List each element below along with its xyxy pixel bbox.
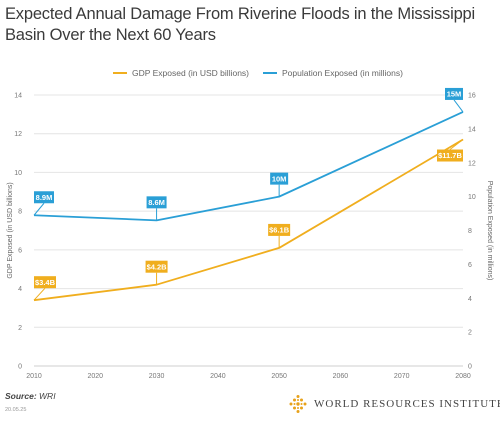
data-label-box [437,149,463,162]
y-right-tick-label: 10 [468,194,476,201]
y-right-tick-label: 12 [468,160,476,167]
y-right-tick-label: 0 [468,364,472,371]
label-connector [453,99,464,113]
data-label: 8.9M [36,193,53,202]
y-left-tick-label: 4 [18,286,22,293]
y-right-tick-label: 16 [468,93,476,100]
legend-swatch-population [263,71,277,74]
legend-label-gdp: GDP Exposed (in USD billions) [132,68,249,78]
y-left-tick-label: 0 [18,364,22,371]
brand-lockup: WORLD RESOURCES INSTITUTE [288,394,500,414]
data-label-box [145,260,168,273]
y-left-tick-label: 2 [18,325,22,332]
x-tick-label: 2010 [26,373,42,380]
x-tick-label: 2020 [87,373,103,380]
x-tick-label: 2040 [210,373,226,380]
chart-title: Expected Annual Damage From Riverine Flo… [5,5,475,44]
legend: GDP Exposed (in USD billions) Population… [0,68,500,82]
series-line-population [33,111,464,222]
x-tick-label: 2080 [455,373,471,380]
y-right-tick-label: 2 [468,330,472,337]
series-line-gdp [33,138,464,302]
y-left-tick-label: 10 [14,170,22,177]
data-label: $3.4B [35,278,56,287]
y-left-axis-title: GDP Exposed (in USD billions) [7,182,14,278]
data-label-box [146,196,167,209]
y-left-tick-label: 6 [18,247,22,254]
legend-item-population: Population Exposed (in millions) [263,68,403,78]
data-label: 15M [447,90,462,99]
legend-swatch-gdp [113,71,127,74]
y-right-tick-label: 14 [468,126,476,133]
y-right-axis-title: Population Exposed (in millions) [486,181,493,281]
y-left-tick-label: 14 [14,93,22,100]
brand-name: WORLD RESOURCES INSTITUTE [314,398,500,410]
y-right-tick-label: 8 [468,228,472,235]
y-right-tick-label: 4 [468,296,472,303]
data-label-box [445,87,463,100]
y-left-tick-label: 8 [18,209,22,216]
legend-item-gdp: GDP Exposed (in USD billions) [113,68,249,78]
data-label: 10M [272,174,287,183]
source-label: Source: [5,391,37,401]
data-label-box [270,172,289,185]
data-label-box [268,223,291,236]
data-label-box [34,276,56,289]
data-label: $6.1B [269,226,290,235]
source-value: WRI [39,391,56,401]
label-connector [33,202,45,216]
label-connector [449,139,464,150]
y-right-tick-label: 6 [468,262,472,269]
data-label: 8.6M [148,198,165,207]
data-label-box [34,191,54,204]
label-connector [33,287,46,301]
datestamp: 20.05.25 [5,407,27,413]
y-left-tick-label: 12 [14,131,22,138]
legend-label-population: Population Exposed (in millions) [282,68,403,78]
wri-logo-icon [289,395,307,413]
data-label: $4.2B [147,262,168,271]
data-label: $11.7B [438,151,462,160]
x-tick-label: 2050 [271,373,287,380]
source-line: Source: WRI [5,391,56,401]
x-tick-label: 2070 [394,373,410,380]
x-tick-label: 2060 [333,373,349,380]
x-tick-label: 2030 [149,373,165,380]
